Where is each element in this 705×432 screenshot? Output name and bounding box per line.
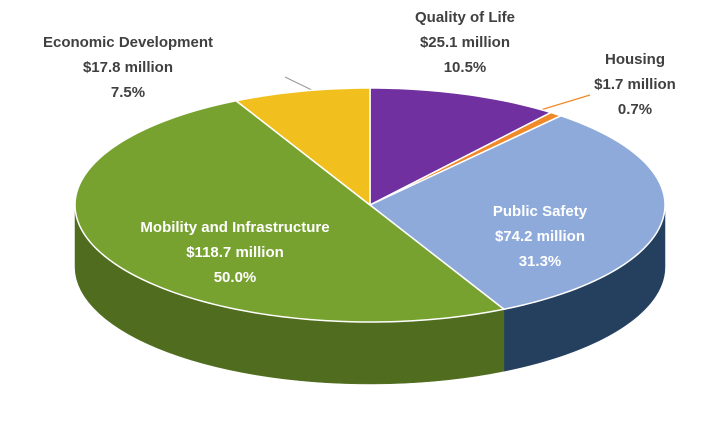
slice-label: Quality of Life: [415, 9, 515, 26]
slice: [234, 87, 371, 207]
labels: Quality of Life $25.1 million 10.5% Housing…: [43, 9, 676, 286]
slice-label: Public Safety: [493, 203, 588, 220]
value-label: 10.5%: [444, 59, 487, 76]
amount-label: $74.2 million: [495, 228, 585, 245]
value-label: 7.5%: [111, 84, 145, 101]
amount-label: $1.7 million: [594, 76, 676, 93]
amount-label: $118.7 million: [186, 244, 284, 261]
slice: [369, 87, 553, 207]
slice-label: Economic Development: [43, 34, 213, 51]
amount-label: $25.1 million: [420, 34, 510, 51]
value-label: 31.3%: [519, 253, 562, 270]
slice-label: Housing: [605, 51, 665, 68]
slice-label: Mobility and Infrastructure: [140, 219, 329, 236]
slice: [74, 99, 506, 323]
amount-label: $17.8 million: [83, 59, 173, 76]
slice: [368, 114, 666, 311]
value-label: 50.0%: [214, 269, 257, 286]
value-label: 0.7%: [618, 101, 652, 118]
pie-tops: [74, 87, 666, 323]
